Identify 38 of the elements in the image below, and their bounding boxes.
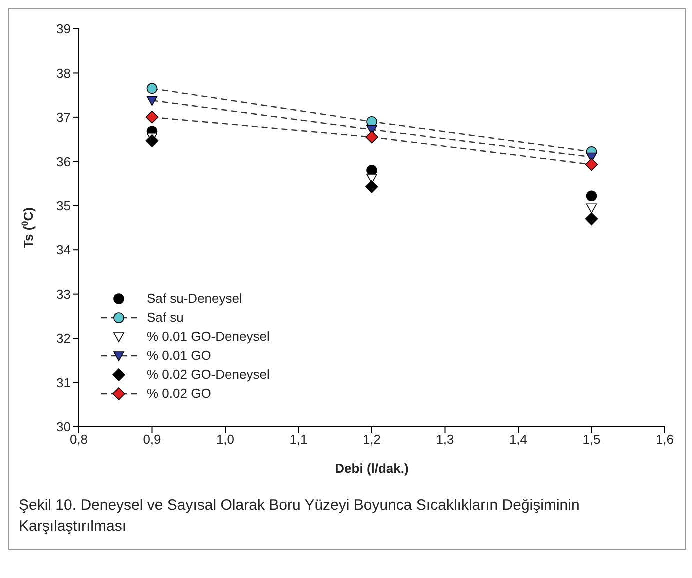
y-tick-label: 38	[56, 66, 71, 81]
y-tick-label: 31	[56, 375, 71, 390]
x-axis-title: Debi (l/dak.)	[335, 461, 409, 476]
text: Şekil 10. Deneysel ve Sayısal Olarak Boru Yüzeyi Boyunca Sıcaklıkların Değişiminin Karşılaştırılması	[18, 496, 581, 537]
point	[146, 111, 159, 124]
y-tick-label: 37	[56, 110, 71, 126]
legend-label: Saf su	[147, 310, 184, 325]
legend-label: % 0.02 GO	[147, 386, 212, 401]
point	[586, 204, 598, 214]
point	[366, 130, 378, 144]
x-tick-label: 0,8	[70, 432, 88, 448]
x-tick-label: 1,2	[362, 432, 382, 448]
legend-label: % 0.02 GO-Deneysel	[147, 367, 270, 382]
point	[366, 165, 378, 176]
legend-label: % 0.01 GO	[147, 348, 212, 363]
y-tick-label: 30	[56, 420, 71, 435]
point	[585, 158, 598, 172]
y-tick-label: 35	[56, 198, 71, 214]
x-tick-label: 1,3	[436, 432, 454, 448]
y-tick-label: 39	[56, 22, 71, 37]
y-tick-label: 36	[56, 154, 71, 170]
y-tick-label: 32	[56, 331, 71, 346]
point	[146, 96, 158, 106]
x-tick-label: 1,1	[290, 432, 308, 448]
point	[366, 180, 378, 194]
legend-label: Saf su-Deneysel	[147, 291, 242, 306]
point	[146, 83, 158, 94]
point	[146, 134, 159, 148]
y-tick-label: 33	[56, 286, 71, 302]
y-tick-label: 34	[56, 242, 71, 258]
point	[585, 212, 598, 226]
x-tick-label: 0,9	[143, 432, 162, 448]
x-tick-label: 1,4	[509, 432, 528, 448]
x-tick-label: 1,6	[656, 432, 674, 448]
x-tick-label: 1,5	[582, 432, 601, 448]
legend-label: % 0.01 GO-Deneysel	[147, 329, 270, 344]
point	[586, 190, 598, 202]
x-tick-label: 1,0	[216, 432, 235, 448]
